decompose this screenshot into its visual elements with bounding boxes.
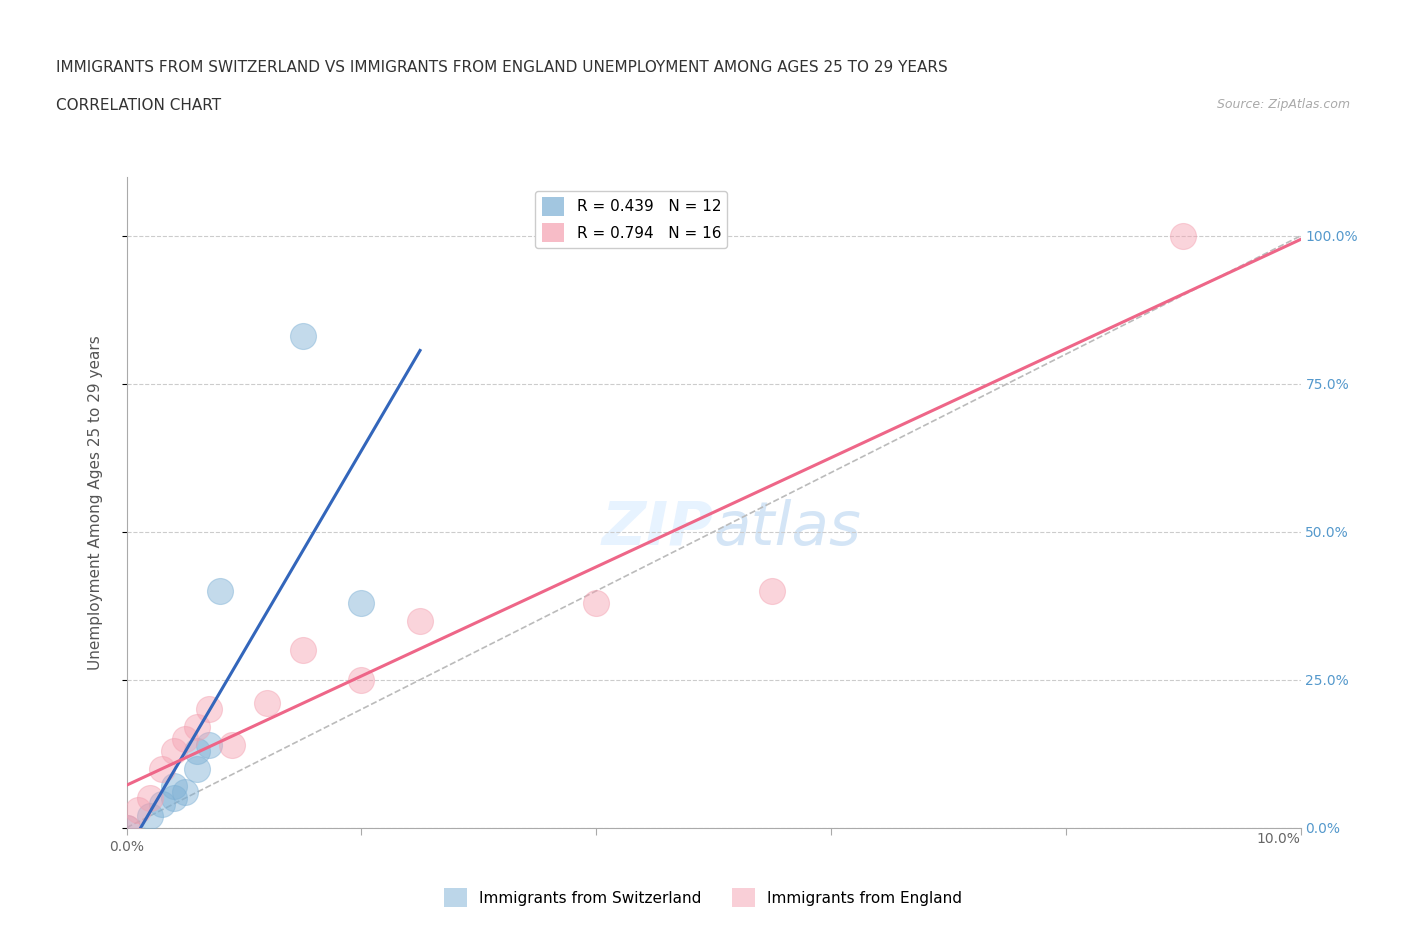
Point — [162, 743, 184, 758]
Point — [174, 732, 197, 747]
Point — [350, 672, 373, 687]
Point — [127, 803, 149, 817]
Legend: Immigrants from Switzerland, Immigrants from England: Immigrants from Switzerland, Immigrants … — [437, 883, 969, 913]
Point — [197, 737, 219, 752]
Legend: R = 0.439   N = 12, R = 0.794   N = 16: R = 0.439 N = 12, R = 0.794 N = 16 — [536, 191, 727, 248]
Point — [162, 778, 184, 793]
Point — [197, 702, 219, 717]
Point — [350, 595, 373, 610]
Point — [291, 643, 314, 658]
Text: atlas: atlas — [713, 498, 862, 558]
Point — [150, 761, 173, 776]
Point — [174, 785, 197, 800]
Point — [1171, 229, 1194, 244]
Point — [162, 790, 184, 805]
Text: 10.0%: 10.0% — [1257, 832, 1301, 846]
Point — [256, 696, 278, 711]
Point — [139, 790, 162, 805]
Point — [186, 743, 208, 758]
Point — [150, 797, 173, 812]
Point — [409, 613, 432, 628]
Text: ZIP: ZIP — [602, 498, 713, 558]
Y-axis label: Unemployment Among Ages 25 to 29 years: Unemployment Among Ages 25 to 29 years — [89, 335, 103, 670]
Point — [115, 820, 138, 835]
Point — [115, 820, 138, 835]
Point — [186, 720, 208, 735]
Text: Source: ZipAtlas.com: Source: ZipAtlas.com — [1216, 98, 1350, 111]
Point — [221, 737, 243, 752]
Point — [761, 583, 783, 598]
Text: IMMIGRANTS FROM SWITZERLAND VS IMMIGRANTS FROM ENGLAND UNEMPLOYMENT AMONG AGES 2: IMMIGRANTS FROM SWITZERLAND VS IMMIGRANT… — [56, 60, 948, 75]
Point — [139, 808, 162, 823]
Text: CORRELATION CHART: CORRELATION CHART — [56, 98, 221, 113]
Point — [291, 329, 314, 344]
Point — [585, 595, 607, 610]
Point — [209, 583, 232, 598]
Point — [186, 761, 208, 776]
